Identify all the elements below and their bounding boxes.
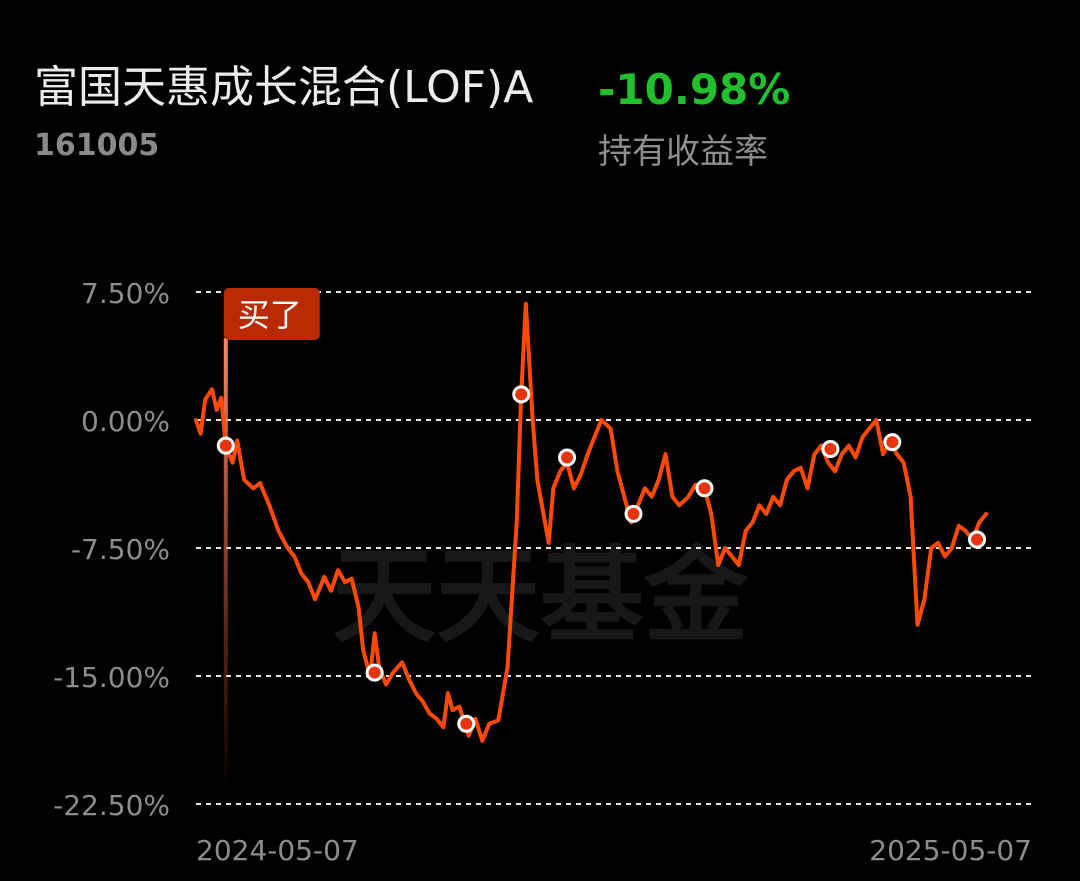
buy-marker-line: [223, 338, 228, 792]
trade-marker-dot: [821, 440, 840, 459]
trade-marker-dot: [883, 433, 902, 452]
trade-marker-dot: [695, 479, 714, 498]
trade-marker-dot: [457, 714, 476, 733]
trade-marker-dot: [558, 448, 577, 467]
trade-marker-dot: [216, 436, 235, 455]
x-tick-label: 2025-05-07: [869, 834, 1032, 867]
y-tick-label: 0.00%: [81, 405, 170, 438]
trade-marker-dot: [512, 385, 531, 404]
buy-tag: [223, 288, 320, 340]
fund-code: 161005: [34, 128, 160, 163]
y-tick-label: -15.00%: [53, 661, 170, 694]
holding-return-label: 持有收益率: [598, 132, 768, 172]
buy-tag-label: 买了: [238, 296, 302, 334]
fund-name[interactable]: 富国天惠成长混合(LOF)A: [34, 62, 534, 113]
trade-marker-dot: [624, 504, 643, 523]
y-tick-label: -22.50%: [53, 789, 170, 822]
return-series-line: [194, 301, 989, 743]
trade-marker-dot: [365, 663, 384, 682]
y-tick-label: -7.50%: [71, 533, 170, 566]
y-tick-label: 7.50%: [81, 277, 170, 310]
holding-return-value: -10.98%: [598, 65, 791, 114]
watermark-text: 天天基金: [332, 535, 749, 657]
x-tick-label: 2024-05-07: [196, 834, 359, 867]
trade-marker-dot: [968, 530, 987, 549]
